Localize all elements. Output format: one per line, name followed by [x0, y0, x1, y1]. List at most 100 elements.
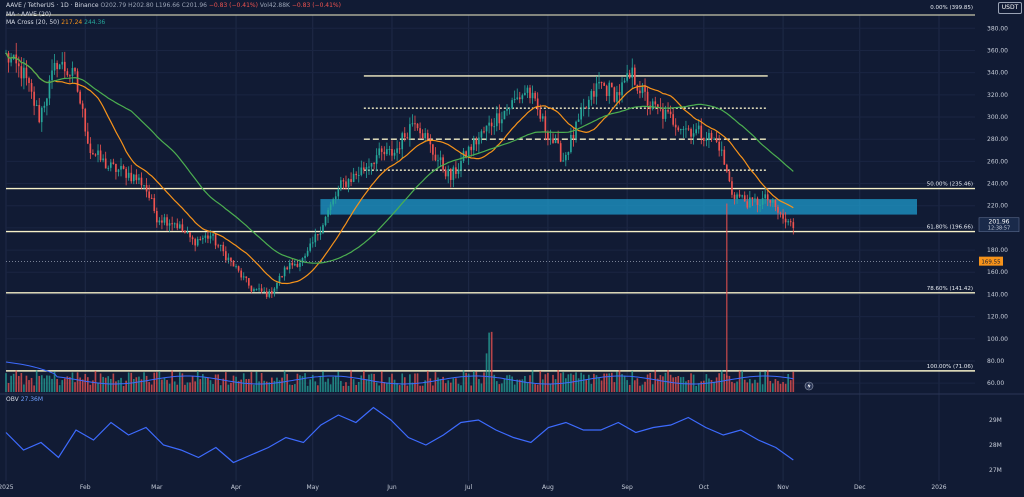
candle-body[interactable]	[498, 113, 501, 124]
candle-body[interactable]	[644, 85, 646, 92]
candle-body[interactable]	[56, 62, 58, 70]
candle-body[interactable]	[23, 67, 25, 79]
candle-body[interactable]	[718, 141, 721, 151]
candle-body[interactable]	[125, 168, 127, 178]
candle-body[interactable]	[710, 132, 713, 140]
candle-body[interactable]	[250, 285, 253, 292]
candle-body[interactable]	[391, 149, 393, 156]
candle-body[interactable]	[485, 125, 488, 132]
level-price-badge[interactable]	[979, 256, 1003, 266]
candle-body[interactable]	[741, 195, 744, 197]
candle-body[interactable]	[388, 149, 391, 151]
candle-body[interactable]	[789, 221, 792, 223]
candle-body[interactable]	[84, 108, 87, 132]
candle-body[interactable]	[63, 61, 66, 72]
candle-body[interactable]	[48, 80, 51, 99]
candle-body[interactable]	[406, 137, 409, 139]
candle-body[interactable]	[736, 194, 738, 199]
candle-body[interactable]	[764, 194, 767, 199]
candle-body[interactable]	[651, 101, 654, 109]
candle-body[interactable]	[506, 108, 508, 111]
candle-body[interactable]	[263, 291, 266, 293]
candle-body[interactable]	[636, 84, 639, 91]
candle-body[interactable]	[447, 169, 450, 177]
candle-body[interactable]	[457, 169, 460, 174]
candle-body[interactable]	[66, 71, 69, 76]
candle-body[interactable]	[189, 232, 191, 238]
candle-body[interactable]	[654, 101, 657, 105]
candle-body[interactable]	[728, 171, 731, 182]
candle-body[interactable]	[715, 138, 718, 142]
candle-body[interactable]	[529, 87, 531, 99]
ma-label[interactable]: MA · AAVE (20)	[6, 11, 52, 18]
candle-body[interactable]	[549, 138, 552, 140]
candle-body[interactable]	[145, 185, 148, 192]
candle-body[interactable]	[242, 276, 245, 278]
candle-body[interactable]	[327, 210, 329, 217]
candle-body[interactable]	[442, 157, 444, 170]
candle-body[interactable]	[567, 152, 570, 155]
candle-body[interactable]	[347, 179, 350, 187]
candle-body[interactable]	[46, 98, 48, 106]
candle-body[interactable]	[58, 64, 61, 70]
candle-body[interactable]	[166, 217, 168, 226]
candle-body[interactable]	[255, 289, 258, 291]
candle-body[interactable]	[439, 157, 442, 161]
obv-label[interactable]: OBV	[6, 396, 19, 403]
candle-body[interactable]	[779, 212, 782, 214]
candle-body[interactable]	[414, 123, 416, 125]
candle-body[interactable]	[662, 108, 664, 119]
candle-body[interactable]	[600, 81, 603, 84]
candle-body[interactable]	[97, 150, 99, 155]
candle-body[interactable]	[79, 91, 81, 104]
candle-body[interactable]	[135, 174, 138, 181]
candle-body[interactable]	[99, 150, 102, 161]
candle-body[interactable]	[43, 105, 46, 108]
candle-body[interactable]	[199, 239, 202, 241]
candle-body[interactable]	[117, 169, 120, 172]
candle-body[interactable]	[380, 148, 383, 152]
candle-body[interactable]	[219, 244, 222, 246]
candle-body[interactable]	[184, 230, 186, 233]
candle-body[interactable]	[503, 110, 506, 120]
candle-body[interactable]	[240, 270, 242, 278]
candle-body[interactable]	[33, 91, 35, 106]
candle-body[interactable]	[656, 104, 659, 108]
candle-body[interactable]	[455, 167, 457, 174]
ma-20-line[interactable]	[5, 52, 794, 285]
ma-cross-label[interactable]: MA Cross (20, 50)	[6, 19, 60, 26]
candle-body[interactable]	[296, 264, 299, 267]
candle-body[interactable]	[613, 87, 616, 102]
candle-body[interactable]	[585, 107, 588, 109]
candle-body[interactable]	[687, 128, 690, 130]
candle-body[interactable]	[598, 81, 600, 84]
candle-body[interactable]	[176, 223, 179, 229]
candle-body[interactable]	[350, 179, 352, 183]
candle-body[interactable]	[163, 217, 166, 223]
candle-body[interactable]	[130, 172, 133, 182]
candle-body[interactable]	[639, 90, 641, 94]
candle-body[interactable]	[201, 237, 204, 240]
candle-body[interactable]	[511, 100, 513, 109]
candle-body[interactable]	[248, 278, 250, 286]
candle-body[interactable]	[483, 131, 485, 133]
candle-body[interactable]	[432, 144, 434, 155]
candle-body[interactable]	[71, 68, 74, 76]
candle-body[interactable]	[235, 266, 237, 268]
candle-body[interactable]	[470, 146, 473, 151]
candle-body[interactable]	[375, 155, 378, 164]
candle-body[interactable]	[672, 114, 674, 125]
candle-body[interactable]	[623, 80, 626, 83]
candle-body[interactable]	[212, 234, 214, 236]
candle-body[interactable]	[158, 220, 161, 223]
candle-body[interactable]	[754, 198, 756, 200]
candle-body[interactable]	[230, 257, 232, 261]
candle-body[interactable]	[488, 122, 490, 126]
candle-body[interactable]	[171, 223, 173, 225]
candle-body[interactable]	[217, 245, 219, 247]
candle-body[interactable]	[524, 92, 526, 96]
candle-body[interactable]	[426, 133, 429, 140]
candle-body[interactable]	[76, 71, 79, 92]
candle-body[interactable]	[493, 126, 496, 128]
candle-body[interactable]	[115, 164, 117, 172]
